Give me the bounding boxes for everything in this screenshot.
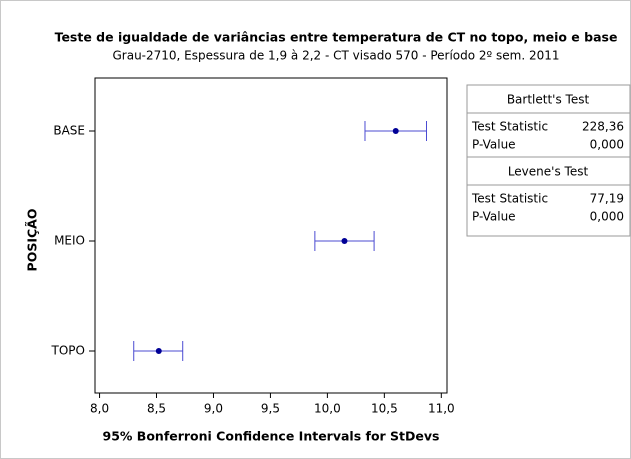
test-name: Levene's Test <box>508 165 589 179</box>
x-tick-label: 9,5 <box>261 402 280 416</box>
point <box>155 348 162 354</box>
test-label: Test Statistic <box>471 192 548 206</box>
x-tick-label: 9,0 <box>204 402 223 416</box>
test-label: P-Value <box>472 210 516 224</box>
x-axis-label: 95% Bonferroni Confidence Intervals for … <box>103 429 440 444</box>
y-tick-label: BASE <box>53 124 85 138</box>
point <box>392 128 399 134</box>
x-tick-label: 8,0 <box>90 402 109 416</box>
plot-area <box>94 77 448 394</box>
test-value: 228,36 <box>582 120 624 134</box>
test-label: Test Statistic <box>471 120 548 134</box>
test-value: 0,000 <box>590 210 624 224</box>
chart-title: Teste de igualdade de variâncias entre t… <box>55 30 618 45</box>
x-tick-label: 10,0 <box>314 402 341 416</box>
x-tick-label: 8,5 <box>147 402 166 416</box>
test-box <box>466 84 631 237</box>
test-label: P-Value <box>472 138 516 152</box>
point <box>341 238 348 244</box>
y-tick-label: TOPO <box>51 344 85 358</box>
test-name: Bartlett's Test <box>507 93 590 107</box>
x-tick-label: 10,5 <box>371 402 398 416</box>
test-value: 0,000 <box>590 138 624 152</box>
chart-subtitle: Grau-2710, Espessura de 1,9 à 2,2 - CT v… <box>112 49 559 63</box>
x-tick-label: 11,0 <box>428 402 455 416</box>
y-tick-label: MEIO <box>54 234 85 248</box>
y-axis-label: POSIÇÃO <box>25 209 40 272</box>
test-value: 77,19 <box>590 192 624 206</box>
